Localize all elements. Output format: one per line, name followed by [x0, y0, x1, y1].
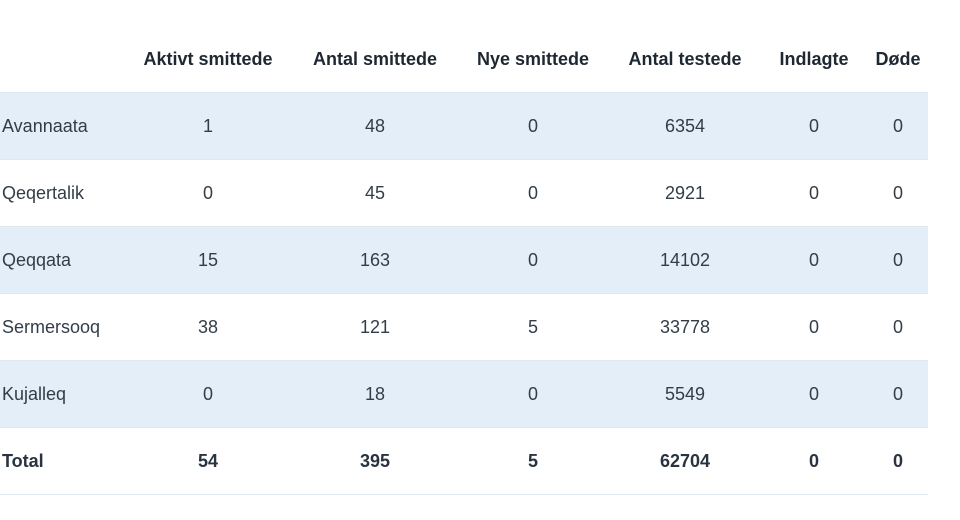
- total-infected-cell: 18: [294, 360, 456, 428]
- deaths-cell: 0: [868, 360, 928, 428]
- total-tested: 62704: [659, 450, 711, 471]
- region-name: Sermersooq: [2, 316, 101, 337]
- deaths-cell: 0: [892, 316, 903, 337]
- table-row: Avannaata 1 48 0 6354 0 0: [0, 92, 928, 160]
- active-infected-cell: 38: [197, 316, 219, 337]
- active-infected-cell: 0: [202, 182, 213, 203]
- total-infected-cell: 45: [364, 182, 386, 203]
- header-deaths: Døde: [875, 48, 921, 69]
- total-deaths: 0: [892, 450, 903, 471]
- region-name: Qeqqata: [0, 226, 122, 294]
- hospitalized-cell: 0: [760, 226, 868, 294]
- total-new-infected: 5: [527, 450, 538, 471]
- total-label: Total: [2, 450, 44, 471]
- total-infected-cell: 48: [294, 92, 456, 160]
- hospitalized-cell: 0: [808, 182, 819, 203]
- deaths-cell: 0: [892, 182, 903, 203]
- header-tested: Antal testede: [628, 48, 742, 69]
- covid-stats-table: Aktivt smittede Antal smittede Nye smitt…: [0, 26, 928, 495]
- active-infected-cell: 1: [122, 92, 294, 160]
- new-infected-cell: 0: [527, 182, 538, 203]
- region-name: Avannaata: [0, 92, 122, 160]
- header-total-infected: Antal smittede: [312, 48, 438, 69]
- region-name: Qeqertalik: [2, 182, 85, 203]
- region-name: Kujalleq: [0, 360, 122, 428]
- total-infected-cell: 163: [294, 226, 456, 294]
- header-region: [0, 26, 122, 93]
- new-infected-cell: 0: [456, 226, 610, 294]
- deaths-cell: 0: [868, 226, 928, 294]
- covid-stats-table-container: Aktivt smittede Antal smittede Nye smitt…: [0, 26, 928, 495]
- header-new-infected: Nye smittede: [476, 48, 590, 69]
- table-header-row: Aktivt smittede Antal smittede Nye smitt…: [0, 26, 928, 93]
- total-total-infected: 395: [359, 450, 391, 471]
- table-row: Qeqertalik 0 45 0 2921 0 0: [0, 159, 928, 227]
- table-row: Qeqqata 15 163 0 14102 0 0: [0, 226, 928, 294]
- total-infected-cell: 121: [359, 316, 391, 337]
- hospitalized-cell: 0: [808, 316, 819, 337]
- tested-cell: 6354: [610, 92, 760, 160]
- deaths-cell: 0: [868, 92, 928, 160]
- total-row: Total 54 395 5 62704 0 0: [0, 427, 928, 495]
- new-infected-cell: 0: [456, 360, 610, 428]
- table-row: Kujalleq 0 18 0 5549 0 0: [0, 360, 928, 428]
- active-infected-cell: 0: [122, 360, 294, 428]
- hospitalized-cell: 0: [760, 360, 868, 428]
- total-hospitalized: 0: [808, 450, 819, 471]
- hospitalized-cell: 0: [760, 92, 868, 160]
- table-row: Sermersooq 38 121 5 33778 0 0: [0, 293, 928, 361]
- tested-cell: 2921: [664, 182, 706, 203]
- tested-cell: 14102: [610, 226, 760, 294]
- header-active-infected: Aktivt smittede: [143, 48, 273, 69]
- active-infected-cell: 15: [122, 226, 294, 294]
- total-active-infected: 54: [197, 450, 219, 471]
- header-hospitalized: Indlagte: [779, 48, 849, 69]
- tested-cell: 33778: [659, 316, 711, 337]
- tested-cell: 5549: [610, 360, 760, 428]
- new-infected-cell: 5: [527, 316, 538, 337]
- new-infected-cell: 0: [456, 92, 610, 160]
